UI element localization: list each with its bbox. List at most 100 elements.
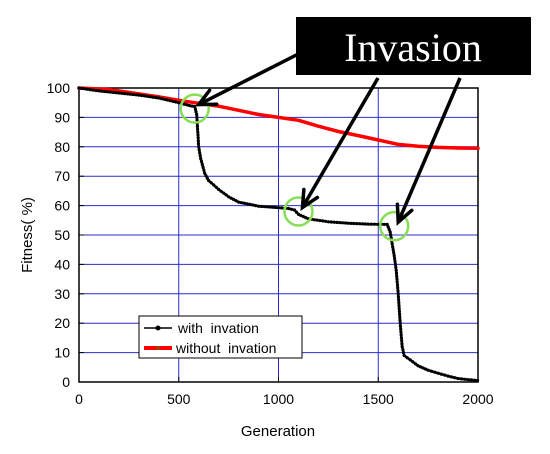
series-point-with-invation [203,171,207,175]
series-point-with-invation [397,301,401,305]
series-point-with-invation [294,210,299,214]
series-point-with-invation [346,221,350,225]
series-point-with-invation [389,233,393,237]
series-point-with-invation [209,181,213,185]
series-point-with-invation [131,92,135,97]
series-point-with-invation [395,274,399,278]
series-point-with-invation [177,101,181,105]
series-point-with-invation [214,185,218,189]
series-point-with-invation [376,222,380,226]
series-point-with-invation [162,97,167,101]
series-point-with-invation [222,191,226,195]
series-point-with-invation [204,174,208,178]
series-point-with-invation [355,222,359,226]
x-tick-label: 1500 [363,391,394,407]
series-point-with-invation [289,207,294,211]
series-point-with-invation [219,189,223,193]
series-point-with-invation [416,364,420,368]
series-point-with-invation [128,92,132,96]
series-point-with-invation [400,339,404,343]
series-point-with-invation [459,377,463,381]
series-point-with-invation [193,104,197,109]
series-point-with-invation [301,215,305,219]
series-point-with-invation [196,142,201,146]
series-point-with-invation [397,309,401,313]
invasion-callout-box [296,17,531,75]
series-point-with-invation [85,87,90,91]
series-lines [77,86,480,382]
y-tick-label: 80 [54,139,70,155]
x-tick-label: 2000 [462,391,493,407]
series-point-with-invation [390,242,394,246]
series-point-with-invation [299,213,303,218]
series-point-with-invation [195,115,199,119]
series-point-with-invation [386,225,390,229]
series-point-with-invation [227,195,231,199]
series-point-with-invation [396,286,400,290]
series-point-with-invation [245,202,249,206]
series-point-with-invation [419,365,423,369]
x-tick-label: 500 [167,391,191,407]
series-point-with-invation [424,367,428,371]
x-tick-label: 0 [75,391,83,407]
series-point-with-invation [199,159,204,164]
series-point-with-invation [194,110,198,114]
series-point-with-invation [398,312,402,316]
series-point-with-invation [182,102,186,106]
series-point-with-invation [248,202,252,206]
series-point-with-invation [426,368,430,372]
series-point-with-invation [198,154,202,158]
series-point-with-invation [80,86,84,90]
series-point-with-invation [212,183,216,187]
series-point-with-invation [312,218,316,222]
series-point-with-invation [388,230,392,234]
series-point-with-invation [469,378,473,382]
series-point-with-invation [446,374,450,378]
series-point-with-invation [391,248,395,252]
series-point-with-invation [254,204,258,208]
series-point-with-invation [265,205,269,209]
series-point-with-invation [443,373,447,377]
y-axis-title: Fitness( %) [19,197,36,273]
series-point-with-invation [369,222,373,226]
legend-box [138,315,303,359]
series-point-with-invation [304,216,308,220]
legend-marker-with-invation [155,325,161,331]
y-tick-label: 60 [54,198,70,214]
series-point-with-invation [197,148,201,152]
series-point-with-invation [268,205,272,209]
series-point-with-invation [134,93,138,97]
series-point-with-invation [94,88,98,93]
series-point-with-invation [120,91,124,95]
series-point-with-invation [157,96,161,100]
series-point-with-invation [154,96,158,100]
series-point-with-invation [382,222,386,226]
series-point-with-invation [392,254,396,258]
series-point-with-invation [123,92,127,96]
x-axis-title: Generation [241,423,315,440]
highlight-circle [378,210,410,242]
series-point-with-invation [399,327,403,331]
series-point-with-invation [321,219,325,223]
invasion-highlights [179,93,410,242]
series-point-with-invation [393,259,397,264]
series-point-with-invation [196,139,200,143]
series-point-with-invation [394,268,398,272]
series-point-with-invation [463,377,467,381]
series-point-with-invation [195,112,199,117]
y-tick-label: 50 [54,227,70,243]
series-point-with-invation [197,145,201,149]
series-point-with-invation [315,218,319,222]
series-point-with-invation [399,336,403,340]
series-point-with-invation [199,157,203,161]
series-point-with-invation [399,333,403,337]
series-point-with-invation [453,376,457,380]
series-point-with-invation [202,168,206,172]
callout-arrow-line [197,42,319,107]
series-point-with-invation [198,151,202,155]
series-point-with-invation [103,89,107,94]
series-point-with-invation [196,136,200,140]
series-point-with-invation [232,197,236,201]
series-point-with-invation [341,221,345,225]
series-point-with-invation [234,199,238,203]
